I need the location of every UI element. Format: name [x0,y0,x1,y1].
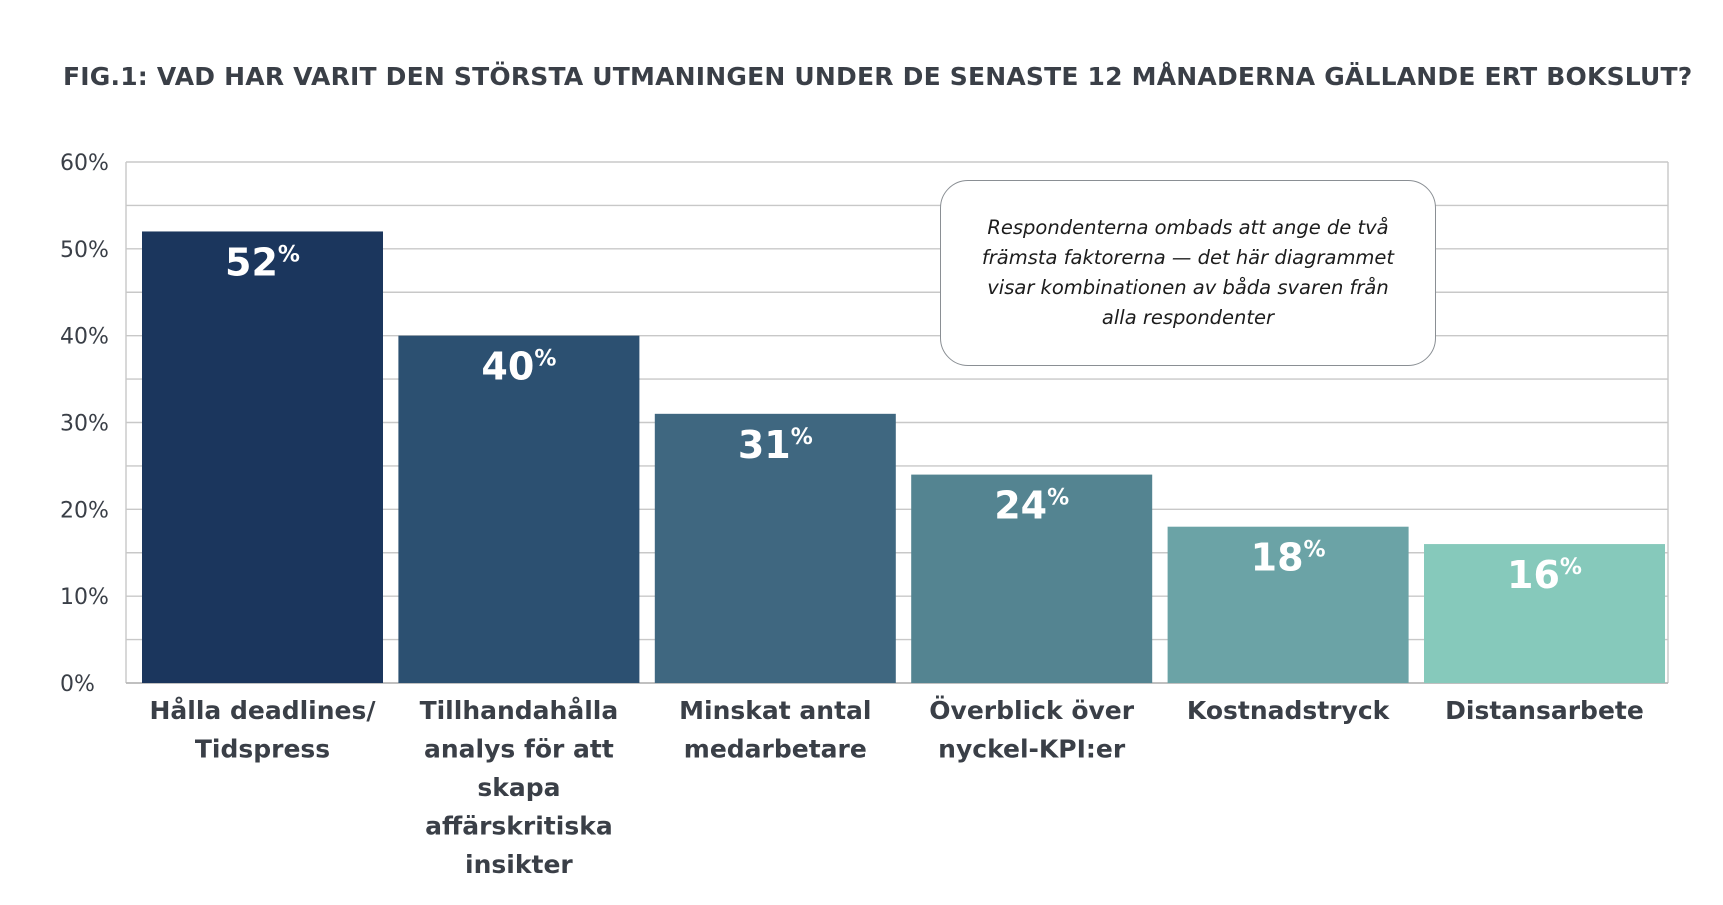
x-category-label: Distansarbete [1445,696,1644,725]
bar [911,474,1153,683]
y-tick-label: 20% [60,498,109,523]
y-tick-label: 40% [60,325,109,350]
y-axis-ticks: 0% 10% 20% 30% 40% 50% 60% [60,151,109,697]
x-category-label: Kostnadstryck [1187,696,1391,725]
bar-value-label: 24% [994,484,1069,528]
y-tick-label: 30% [60,412,109,437]
bar [142,231,383,683]
x-axis-labels: Hålla deadlines/Tidspress Tillhandahålla a… [149,695,1643,879]
annotation-box: Respondenterna ombads att ange de två fr… [940,180,1436,366]
chart-title: FIG.1: VAD HAR VARIT DEN STÖRSTA UTMANIN… [63,62,1693,91]
bar [398,335,640,683]
bar-value-label: 40% [481,345,556,389]
y-tick-label: 0% [60,672,95,697]
bar [1424,544,1665,683]
annotation-text: Respondenterna ombads att ange de två fr… [981,216,1395,329]
bars [142,231,1665,683]
y-tick-label: 50% [60,238,109,263]
bar-value-label: 18% [1251,536,1326,580]
x-category-label: Överblick över nyckel-KPI:er [929,695,1134,764]
bar-value-label: 31% [738,423,813,467]
y-tick-label: 10% [60,585,109,610]
bar-value-label: 52% [225,240,300,284]
bar-value-label: 16% [1507,553,1582,597]
bar [1167,526,1409,683]
value-labels: 52% 40% 31% 24% 18% 16% [225,240,1582,597]
x-category-label: Minskat antal medarbetare [679,696,871,764]
y-tick-label: 60% [60,151,109,176]
bar [654,413,896,683]
x-category-label: Tillhandahålla analys för att skapa affärsk… [420,696,619,879]
x-category-label: Hålla deadlines/Tidspress [149,696,376,764]
